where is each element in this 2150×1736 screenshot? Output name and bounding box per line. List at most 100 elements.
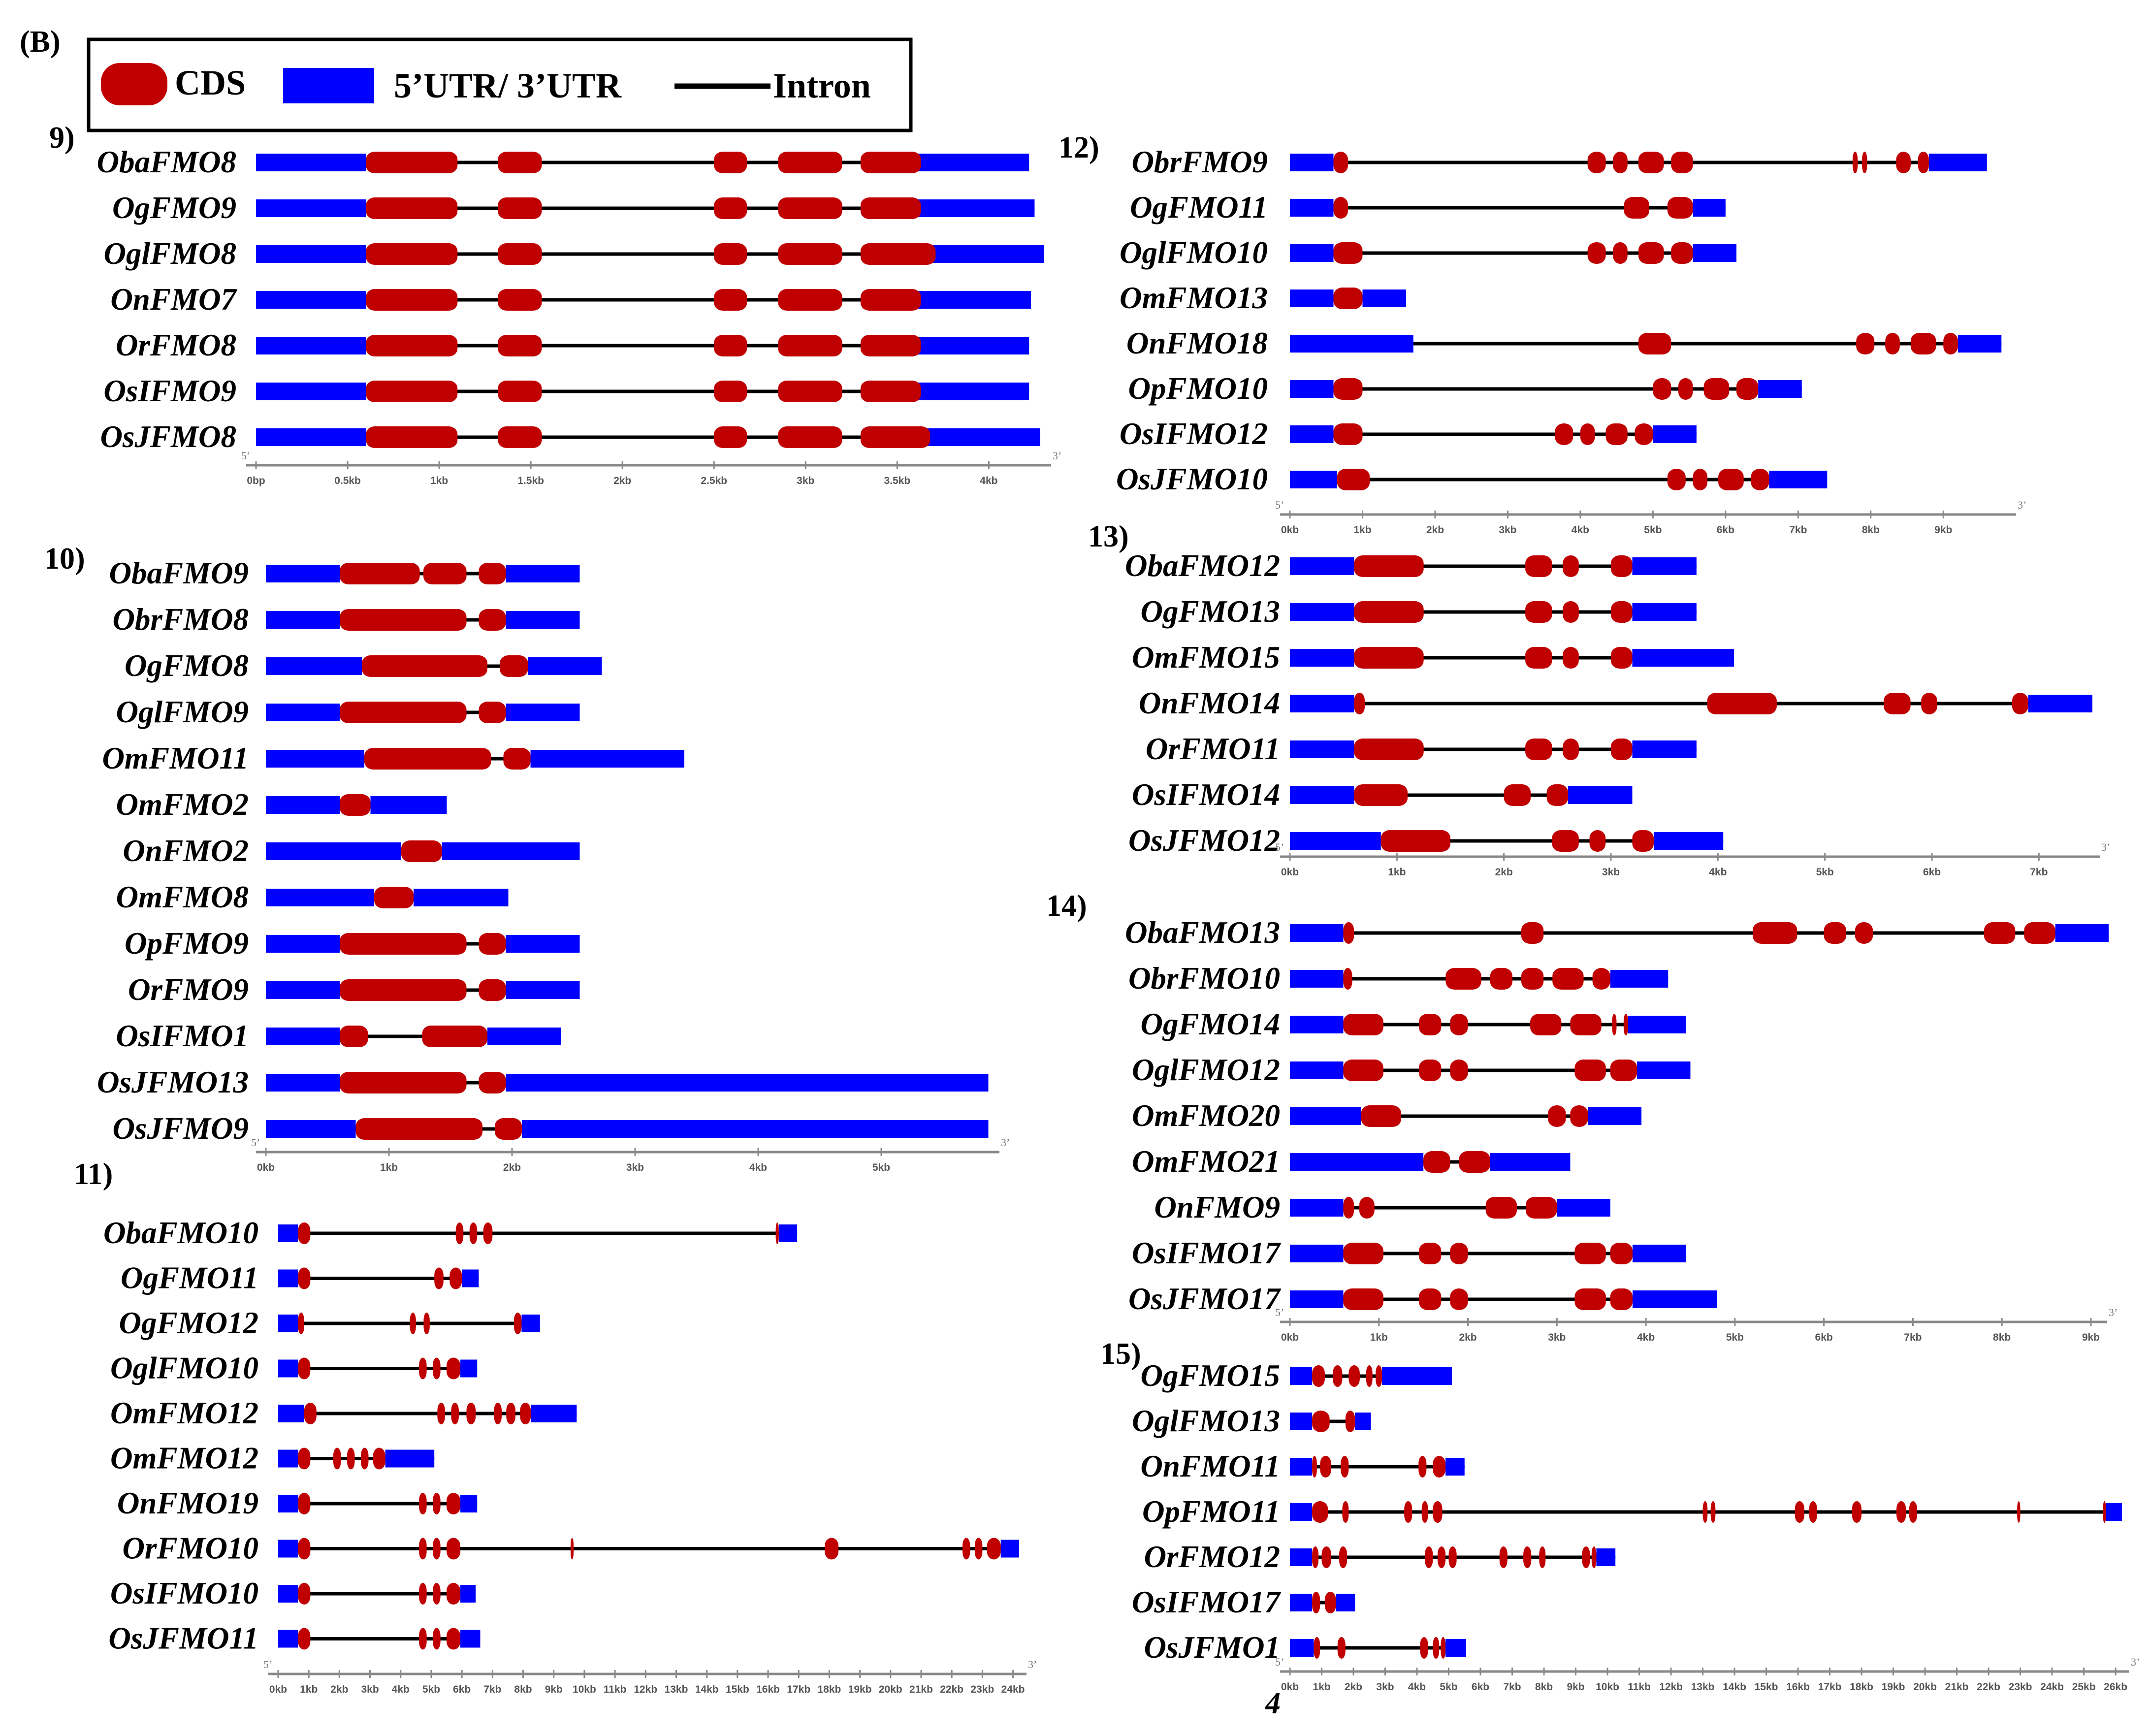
utr-segment [1290, 1639, 1314, 1657]
cds-exon [419, 1628, 427, 1650]
axis-tick-label: 7kb [483, 1684, 501, 1695]
gene-name: OgFMO15 [1140, 1358, 1280, 1393]
cds-exon [366, 243, 458, 265]
cds-exon [1525, 647, 1552, 669]
utr-segment [531, 1405, 577, 1422]
axis-tick-label: 10kb [573, 1684, 596, 1695]
cds-exon [974, 1538, 983, 1560]
cds-exon [1433, 1501, 1443, 1523]
cds-exon [1321, 1546, 1331, 1568]
gene-row: OsIFMO10 [110, 1576, 476, 1610]
utr-segment [1928, 154, 1987, 171]
cds-exon [1910, 333, 1936, 354]
gene-row: ObaFMO12 [1125, 548, 1697, 583]
axis-5prime: 5’ [1275, 1656, 1284, 1668]
utr-segment [1382, 1367, 1452, 1385]
cds-exon [1425, 1546, 1433, 1568]
cds-exon [1862, 152, 1867, 173]
utr-segment [1693, 244, 1736, 262]
cds-exon [1324, 1592, 1336, 1613]
cds-exon [506, 1403, 515, 1424]
cds-exon [419, 1357, 427, 1380]
cds-exon [1345, 1411, 1355, 1432]
cds-exon [1525, 555, 1552, 577]
gene-row: OglFMO13 [1132, 1404, 1371, 1438]
cds-exon [362, 655, 487, 677]
cds-exon [447, 1357, 461, 1380]
cds-exon [1343, 1197, 1354, 1219]
cds-exon [1312, 1592, 1320, 1613]
axis-tick-label: 5kb [422, 1684, 440, 1695]
axis-tick-label: 8kb [1535, 1681, 1553, 1693]
gene-name: OglFMO12 [1132, 1053, 1280, 1087]
axis-tick-label: 24kb [2040, 1681, 2064, 1693]
gene-panels: 9) ObaFMO8 OgFMO9 OglFMO8 OnFMO7 OrFMO8 OsIFMO… [44, 121, 2140, 1695]
utr-segment [1632, 649, 1734, 667]
gene-row: OglFMO10 [1120, 235, 1736, 270]
gene-name: OgFMO14 [1140, 1007, 1280, 1041]
gene-name: ObaFMO12 [1125, 548, 1280, 583]
cds-exon [1343, 968, 1352, 990]
axis-tick-label: 4kb [980, 475, 997, 486]
cds-exon [1337, 1637, 1346, 1659]
cds-exon [714, 152, 747, 173]
cds-exon [1343, 1243, 1383, 1264]
cds-exon [1348, 1365, 1360, 1387]
gene-name: OnFMO11 [1140, 1449, 1280, 1483]
axis-5prime: 5’ [1275, 499, 1284, 511]
utr-segment [266, 1074, 340, 1092]
gene-row: ObrFMO10 [1128, 961, 1669, 996]
gene-row: OsIFMO14 [1132, 777, 1633, 812]
cds-exon [1610, 1060, 1637, 1081]
cds-exon [1419, 1288, 1442, 1310]
gene-name: OglFMO9 [116, 695, 249, 729]
gene-row: OgFMO15 [1140, 1358, 1452, 1393]
axis-tick-label: 1kb [1313, 1681, 1330, 1693]
utr-segment [2055, 924, 2109, 942]
panel-11: 11) ObaFMO10 OgFMO11 OgFMO12 OglFMO10 OmFMO12… [74, 1157, 1037, 1695]
gene-name: OgFMO11 [121, 1261, 258, 1295]
scale-axis: 5’ 3’ 0kb 1kb 2kb 3kb 4kb 5kb 6kb 7kb 8kb 9kb 10kb 11… [1275, 1656, 2140, 1693]
cds-exon [1312, 1365, 1325, 1387]
axis-tick-label: 12kb [1659, 1681, 1683, 1693]
utr-segment [917, 199, 1035, 217]
cds-exon [298, 1447, 311, 1470]
panel-number: 10) [44, 542, 85, 576]
axis-tick-label: 26kb [2104, 1681, 2127, 1693]
utr-segment [778, 1224, 798, 1242]
cds-exon [1610, 1288, 1633, 1310]
cds-exon [503, 748, 531, 770]
utr-segment [370, 796, 447, 814]
utr-segment [917, 154, 1029, 171]
utr-segment [1445, 1458, 1465, 1476]
cds-exon [1707, 693, 1777, 714]
axis-tick-label: 2kb [1345, 1681, 1362, 1693]
scale-axis: 5’ 3’ 0kb 1kb 2kb 3kb 4kb 5kb 6kb 7kb 8kb 9kb [1275, 1306, 2118, 1343]
gene-row: OsIFMO17 [1132, 1585, 1355, 1619]
cds-exon [1343, 1060, 1383, 1081]
cds-exon [1852, 1501, 1862, 1523]
axis-3prime: 3’ [2018, 499, 2026, 511]
utr-segment [1290, 154, 1334, 171]
axis-tick-label: 0kb [1281, 1681, 1299, 1693]
axis-tick-label: 4kb [749, 1162, 767, 1173]
cds-exon [1521, 922, 1544, 944]
cds-exon [1333, 197, 1348, 219]
cds-exon [366, 152, 458, 173]
cds-exon [355, 1118, 482, 1140]
axis-tick-label: 9kb [1934, 524, 1952, 536]
utr-segment [1290, 1413, 1313, 1430]
cds-exon [1419, 1243, 1442, 1264]
cds-exon [1605, 423, 1628, 445]
cds-exon [860, 152, 921, 173]
utr-segment [266, 981, 340, 999]
gene-row: OmFMO15 [1132, 640, 1734, 675]
cds-exon [1751, 469, 1769, 490]
gene-name: OmFMO11 [102, 741, 249, 775]
axis-tick-label: 8kb [1862, 524, 1880, 536]
axis-tick-label: 9kb [1567, 1681, 1584, 1693]
axis-tick-label: 14kb [1723, 1681, 1746, 1693]
cds-exon [714, 381, 747, 402]
legend: CDS 5’UTR/ 3’UTR Intron [87, 37, 913, 132]
gene-row: OnFMO2 [123, 834, 580, 868]
